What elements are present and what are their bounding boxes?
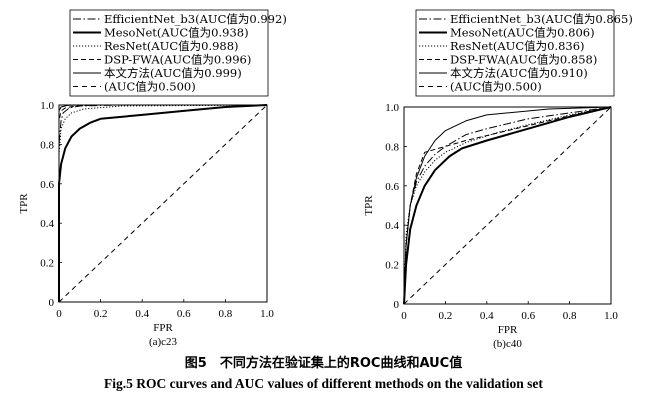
x-tick-label: 1.0 xyxy=(604,310,618,322)
legend-entry: 本文方法(AUC值为0.910) xyxy=(450,66,588,80)
x-tick-label: 0.8 xyxy=(219,308,233,320)
y-axis-label: TPR xyxy=(363,195,375,216)
y-tick-label: 0.6 xyxy=(40,179,54,191)
y-tick-label: 0.8 xyxy=(40,139,54,151)
roc-curve xyxy=(403,106,612,305)
figure-caption-chinese: 图5 不同方法在验证集上的ROC曲线和AUC值 xyxy=(184,356,463,371)
y-tick-label: 0.6 xyxy=(385,181,399,193)
subplot-label: (a)c23 xyxy=(149,336,178,348)
plot-frame xyxy=(403,106,612,305)
y-tick-label: 0.2 xyxy=(385,260,399,272)
x-tick-label: 0.6 xyxy=(177,308,191,320)
legend-entry: DSP-FWA(AUC值为0.996) xyxy=(104,53,251,67)
roc-curve xyxy=(403,106,612,305)
y-tick-label: 1.0 xyxy=(385,102,399,114)
x-tick-label: 0.8 xyxy=(563,310,577,322)
legend-entry: (AUC值为0.500) xyxy=(450,80,542,94)
y-axis-label: TPR xyxy=(18,193,30,214)
roc-panel-c40: EfficientNet_b3(AUC值为0.865)MesoNet(AUC值为… xyxy=(363,9,633,350)
legend-entry: 本文方法(AUC值为0.999) xyxy=(104,66,242,80)
legend: EfficientNet_b3(AUC值为0.992)MesoNet(AUC值为… xyxy=(69,9,287,97)
roc-curve xyxy=(403,106,612,305)
x-tick-label: 0.2 xyxy=(94,308,108,320)
x-axis-label: FPR xyxy=(153,322,173,334)
legend: EfficientNet_b3(AUC值为0.865)MesoNet(AUC值为… xyxy=(415,9,633,97)
legend-entry: EfficientNet_b3(AUC值为0.865) xyxy=(450,12,633,26)
y-tick-label: 0.4 xyxy=(385,220,399,232)
legend-entry: MesoNet(AUC值为0.806) xyxy=(450,26,595,40)
x-tick-label: 1.0 xyxy=(260,308,274,320)
x-tick-label: 0 xyxy=(401,310,407,322)
legend-entry: MesoNet(AUC值为0.938) xyxy=(104,26,249,40)
y-tick-label: 0.8 xyxy=(385,141,399,153)
y-tick-label: 1.0 xyxy=(40,100,54,112)
legend-entry: ResNet(AUC值为0.988) xyxy=(104,39,239,53)
roc-panel-c23: EfficientNet_b3(AUC值为0.992)MesoNet(AUC值为… xyxy=(18,9,287,348)
roc-curve xyxy=(58,104,268,303)
roc-curve xyxy=(403,106,612,305)
roc-curve xyxy=(58,104,268,302)
legend-entry: (AUC值为0.500) xyxy=(104,80,196,94)
legend-box xyxy=(415,9,615,97)
legend-box xyxy=(69,9,269,97)
roc-curve xyxy=(58,104,267,302)
y-tick-label: 0.2 xyxy=(40,258,54,270)
x-tick-label: 0.4 xyxy=(135,308,149,320)
roc-curve xyxy=(58,104,268,302)
x-tick-label: 0.4 xyxy=(480,310,494,322)
x-tick-label: 0 xyxy=(56,308,62,320)
legend-entry: ResNet(AUC值为0.836) xyxy=(450,39,585,53)
x-tick-label: 0.2 xyxy=(439,310,453,322)
roc-curve xyxy=(403,106,612,305)
legend-entry: EfficientNet_b3(AUC值为0.992) xyxy=(104,12,287,26)
x-tick-label: 0.6 xyxy=(521,310,535,322)
figure-caption-english: Fig.5 ROC curves and AUC values of diffe… xyxy=(104,376,543,391)
y-tick-label: 0 xyxy=(49,297,55,309)
roc-curve xyxy=(403,106,612,305)
roc-curve xyxy=(58,104,267,302)
x-axis-label: FPR xyxy=(498,324,518,336)
y-tick-label: 0.4 xyxy=(40,218,54,230)
y-tick-label: 0 xyxy=(394,299,400,311)
legend-entry: DSP-FWA(AUC值为0.858) xyxy=(450,53,597,67)
subplot-label: (b)c40 xyxy=(493,338,522,350)
